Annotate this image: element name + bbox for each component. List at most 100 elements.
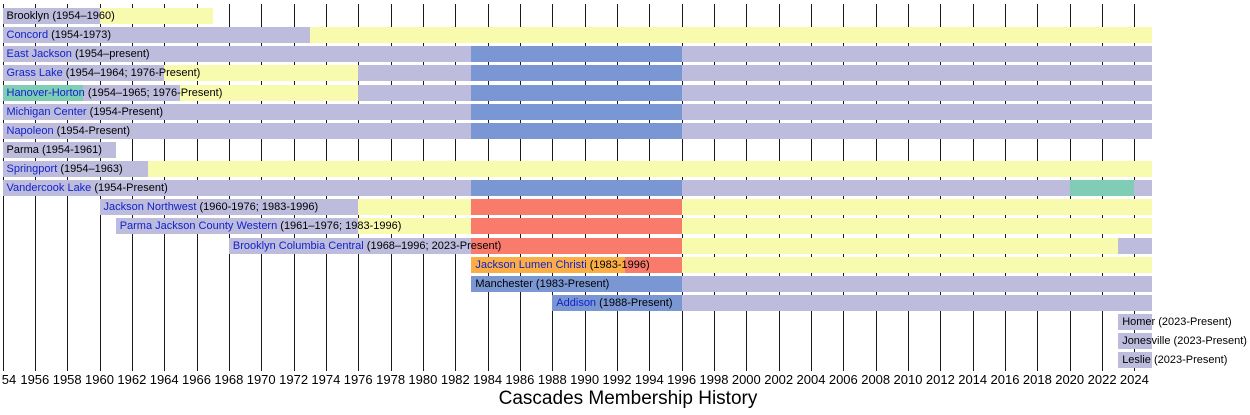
bar-segment [358, 84, 472, 101]
bar-segment [1134, 180, 1153, 197]
bar-segment [471, 84, 682, 101]
school-name-link[interactable]: Jackson Lumen Christi [475, 258, 587, 271]
school-name-link[interactable]: Vandercook Lake [6, 182, 92, 195]
bar-segment [681, 180, 1070, 197]
bar-segment [681, 199, 1153, 216]
row-label: Homer (2023-Present) [1122, 314, 1231, 330]
bar-segment [681, 84, 1153, 101]
bar-segment [471, 218, 682, 235]
axis-tick-label: 1998 [699, 372, 729, 387]
axis-tick-label: 1964 [149, 372, 179, 387]
bar-segment [471, 65, 682, 82]
school-name-link[interactable]: East Jackson [6, 48, 72, 61]
bar-segment [358, 65, 472, 82]
bar-segment [2, 8, 100, 24]
school-name: Jonesville [1122, 335, 1171, 348]
bar-segment [681, 256, 1153, 273]
axis-tick-label: 2018 [1022, 372, 1052, 387]
school-name-link[interactable]: Napoleon [6, 124, 54, 137]
school-name-link[interactable]: Addison [556, 296, 597, 309]
bar-segment [471, 122, 682, 139]
bar-segment [1118, 333, 1153, 350]
axis-tick-label: 2002 [764, 372, 794, 387]
axis-tick-label: 1990 [570, 372, 600, 387]
axis-tick-label: 1958 [52, 372, 82, 387]
bar-segment [1118, 237, 1153, 254]
bar-segment [681, 218, 1153, 235]
row-label: Springport (1954–1963) [7, 161, 123, 177]
school-name-link[interactable]: Hanover-Horton [6, 86, 85, 99]
axis-tick-label: 1968 [214, 372, 244, 387]
bar-segment [99, 8, 213, 24]
school-name-link[interactable]: Michigan Center [6, 105, 87, 118]
membership-years: (1954-1973) [48, 29, 112, 42]
bar-segment [681, 65, 1153, 82]
row-label: East Jackson (1954–present) [7, 46, 150, 62]
membership-years: (1954-Present) [91, 182, 168, 195]
bar-segment [471, 103, 682, 120]
plot-area: Brooklyn (1954–1960) Concord (1954-1973) E… [2, 4, 1247, 387]
axis-tick-label: 2020 [1055, 372, 1085, 387]
school-name-link[interactable]: Jackson Northwest [103, 201, 197, 214]
bar-segment [471, 199, 682, 216]
bar-segment [681, 294, 1153, 311]
bar-segment [1118, 314, 1153, 331]
axis-tick-label: 1972 [279, 372, 309, 387]
bar-segment [358, 218, 472, 235]
axis-tick-label: 1966 [182, 372, 211, 387]
row-label: Vandercook Lake (1954-Present) [7, 180, 168, 196]
bar-segment [681, 237, 1119, 254]
bar-segment [1118, 352, 1153, 369]
school-name-link[interactable]: Springport [6, 163, 58, 175]
row-label: Napoleon (1954-Present) [7, 123, 131, 139]
axis-tick-label: 1976 [343, 372, 373, 387]
bar-segment [2, 141, 116, 158]
bar-segment [2, 27, 310, 44]
bar-segment [2, 84, 84, 101]
axis-tick-label: 1984 [473, 372, 503, 387]
axis-tick-label: 2024 [1119, 372, 1149, 387]
bar-segment [2, 65, 165, 82]
axis-tick-label: 1970 [246, 372, 276, 387]
axis-tick-label: 1956 [20, 372, 50, 387]
axis-tick-label: 1962 [117, 372, 147, 387]
row-label: Parma Jackson County Western (1961–1976;… [120, 218, 402, 234]
bar-segment [681, 46, 1153, 63]
axis-tick-label: 2016 [990, 372, 1020, 387]
row-label: Grass Lake (1954–1964; 1976-Present) [7, 65, 201, 81]
axis-tick-label: 2004 [796, 372, 826, 387]
school-name-link[interactable]: Brooklyn Columbia Central [232, 239, 364, 252]
row-label: Leslie (2023-Present) [1122, 352, 1227, 368]
school-name: Manchester [475, 277, 533, 290]
bar-segment [2, 161, 148, 177]
bar-segment [228, 237, 472, 254]
bar-segment [180, 84, 359, 101]
axis-tick-label: 1986 [505, 372, 535, 387]
bar-segment [471, 275, 682, 292]
axis-tick-label: 1994 [634, 372, 664, 387]
axis-tick-label: 2014 [958, 372, 988, 387]
row-label: Michigan Center (1954-Present) [7, 104, 164, 120]
membership-years: (1988-Present) [596, 296, 673, 309]
school-name: Homer [1122, 316, 1156, 329]
membership-years: (1954–1964; 1976-Present) [62, 67, 201, 80]
school-name-link[interactable]: Grass Lake [6, 67, 63, 80]
row-label: Brooklyn (1954–1960) [7, 8, 115, 24]
bar-segment [471, 46, 682, 63]
school-name-link[interactable]: Concord [6, 29, 49, 42]
membership-years: (1954–present) [71, 48, 150, 61]
axis-tick-label: 2010 [893, 372, 923, 387]
bar-segment [2, 46, 472, 63]
membership-years: (2023-Present) [1150, 354, 1228, 367]
axis-tick-label: 1992 [602, 372, 632, 387]
membership-years: (1983-1996) [586, 258, 650, 271]
row-label: Manchester (1983-Present) [475, 276, 609, 292]
bar-segment [164, 65, 359, 82]
bar-segment [681, 103, 1153, 120]
bar-segment [99, 199, 359, 216]
membership-years: (1954-Present) [53, 124, 131, 137]
school-name: Brooklyn [6, 10, 50, 22]
school-name: Leslie [1122, 354, 1151, 367]
school-name-link[interactable]: Parma Jackson County Western [119, 220, 278, 233]
